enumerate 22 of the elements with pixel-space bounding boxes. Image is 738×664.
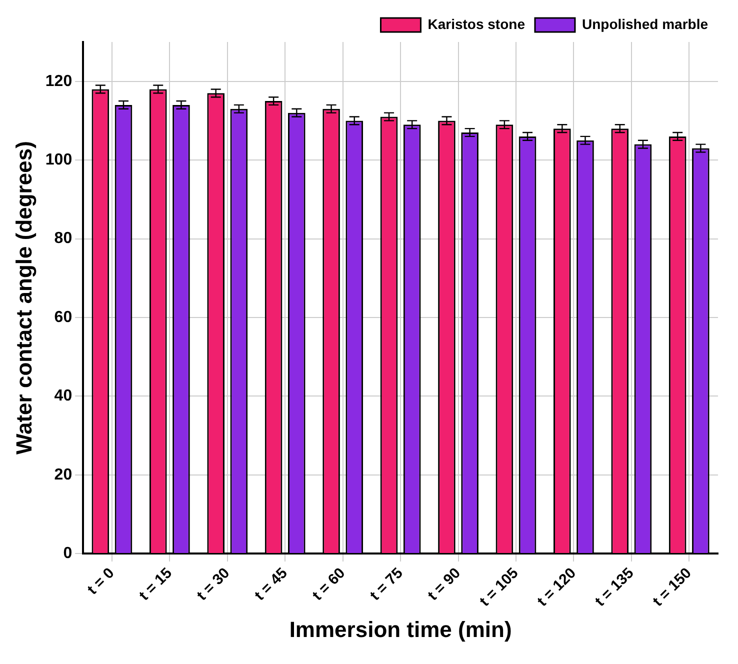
x-tick-label: t = 150 bbox=[650, 564, 695, 610]
legend-label: Unpolished marble bbox=[582, 16, 708, 32]
y-tick-label: 60 bbox=[54, 308, 72, 326]
x-tick-label: t = 135 bbox=[592, 564, 638, 610]
x-tick-label: t = 30 bbox=[194, 564, 234, 604]
x-tick-label: t = 75 bbox=[366, 564, 406, 604]
y-tick-label: 120 bbox=[45, 72, 72, 90]
x-axis-title: Immersion time (min) bbox=[289, 616, 512, 642]
x-tick-label: t = 60 bbox=[309, 564, 349, 604]
x-tick-label: t = 0 bbox=[84, 564, 118, 598]
y-tick-label: 80 bbox=[54, 230, 72, 248]
x-tick-label: t = 120 bbox=[534, 564, 580, 610]
x-tick-label: t = 90 bbox=[424, 564, 464, 604]
x-tick-label: t = 105 bbox=[476, 564, 522, 610]
y-axis-title: Water contact angle (degrees) bbox=[11, 141, 36, 454]
y-tick-label: 40 bbox=[54, 388, 72, 405]
legend-label: Karistos stone bbox=[428, 16, 526, 32]
y-tick-label: 0 bbox=[63, 544, 72, 562]
y-tick-label: 20 bbox=[54, 466, 72, 484]
x-tick-label: t = 45 bbox=[251, 564, 291, 604]
y-tick-label: 100 bbox=[45, 151, 72, 168]
x-tick-label: t = 15 bbox=[136, 564, 176, 604]
